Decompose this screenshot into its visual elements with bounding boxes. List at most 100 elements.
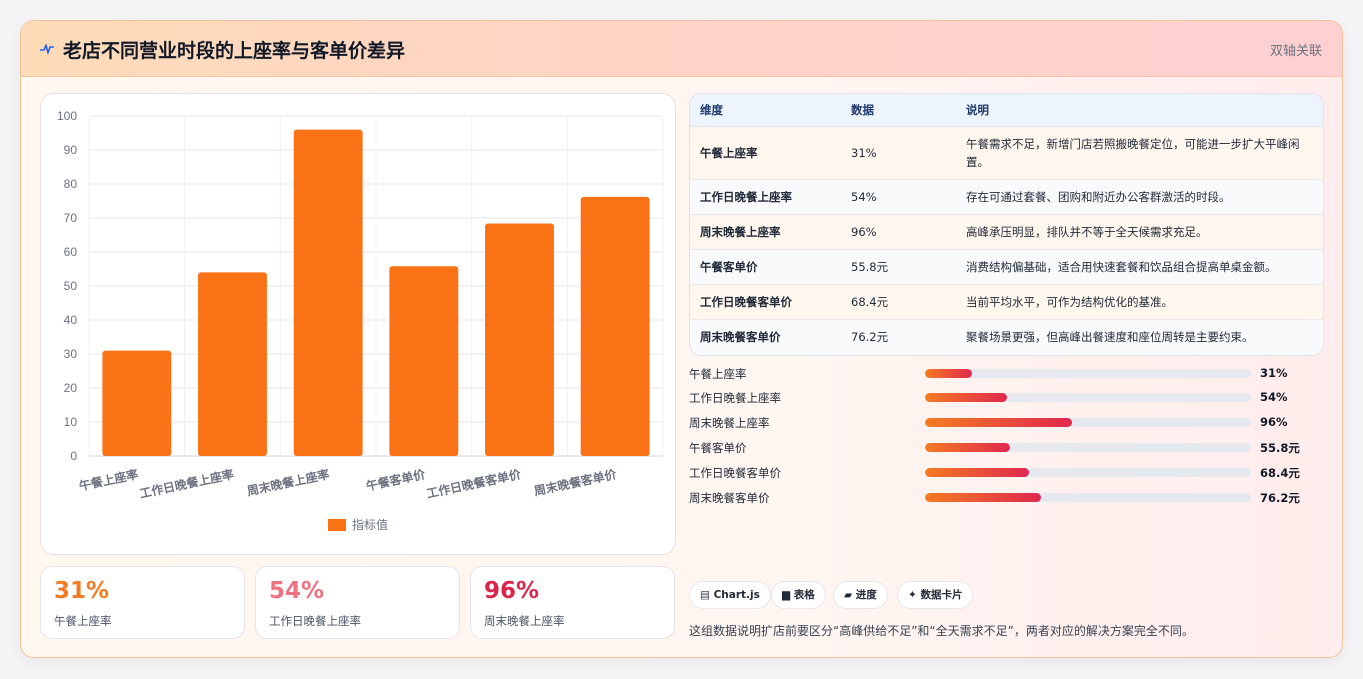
stat-value: 31% (54, 578, 110, 604)
progress-value: 76.2元 (1260, 491, 1300, 505)
cell-description: 高峰承压明显，排队并不等于全天候需求充足。 (956, 214, 1323, 250)
cell-value: 55.8元 (841, 249, 956, 285)
y-tick-label: 70 (64, 211, 78, 225)
sparkle-icon: ✦ (908, 589, 917, 601)
chart-icon: ▤ (700, 589, 710, 601)
progress-track (925, 493, 1251, 502)
cell-dimension: 工作日晚餐客单价 (690, 284, 841, 320)
table-row: 工作日晚餐上座率 54% 存在可通过套餐、团购和附近办公客群激活的时段。 (690, 179, 1323, 215)
progress-row-weekday-dinner-spend: 工作日晚餐客单价 68.4元 (689, 463, 1329, 483)
cell-value: 76.2元 (841, 319, 956, 355)
chip-data-card[interactable]: ✦ 数据卡片 (897, 581, 974, 609)
progress-value: 96% (1260, 415, 1288, 429)
stat-value: 96% (484, 578, 540, 604)
progress-track (925, 418, 1251, 427)
chip-label: 表格 (793, 589, 815, 601)
dual-axis-tag: 双轴关联 (1269, 44, 1322, 59)
x-tick-label: 周末晚餐客单价 (532, 466, 618, 498)
dashboard-card: 老店不同营业时段的上座率与客单价差异 双轴关联 0 10 20 30 40 50 60 70 8… (20, 20, 1343, 658)
y-tick-label: 30 (64, 347, 78, 361)
y-tick-label: 20 (64, 381, 78, 395)
y-tick-label: 100 (57, 109, 77, 123)
chip-progress[interactable]: ▰ 进度 (833, 581, 888, 609)
x-tick-label: 午餐上座率 (78, 466, 140, 493)
cell-description: 聚餐场景更强，但高峰出餐速度和座位周转是主要约束。 (956, 319, 1323, 355)
x-tick-label: 工作日晚餐客单价 (425, 466, 523, 501)
progress-value: 31% (1260, 366, 1288, 380)
legend-label: 指标值 (352, 517, 388, 532)
progress-track (925, 443, 1251, 452)
page-title: 老店不同营业时段的上座率与客单价差异 (63, 40, 406, 62)
stat-card-lunch-occupancy: 31% 午餐上座率 (40, 566, 245, 639)
card-header: 老店不同营业时段的上座率与客单价差异 双轴关联 (21, 21, 1342, 77)
x-tick-label: 工作日晚餐上座率 (138, 466, 235, 501)
table-row: 周末晚餐上座率 96% 高峰承压明显，排队并不等于全天候需求充足。 (690, 214, 1323, 250)
progress-track (925, 393, 1251, 402)
progress-row-weekend-dinner-occupancy: 周末晚餐上座率 96% (689, 413, 1329, 433)
bar (293, 129, 363, 456)
progress-fill (925, 443, 1011, 452)
cell-dimension: 午餐上座率 (690, 126, 841, 180)
table-icon: ▆ (782, 589, 791, 601)
cell-dimension: 午餐客单价 (690, 249, 841, 285)
stat-label: 周末晚餐上座率 (484, 614, 565, 628)
cell-description: 消费结构偏基础，适合用快速套餐和饮品组合提高单桌金额。 (956, 249, 1323, 285)
column-header-data: 数据 (841, 94, 956, 127)
progress-label: 午餐客单价 (689, 441, 747, 455)
cell-description: 当前平均水平，可作为结构优化的基准。 (956, 284, 1323, 320)
stat-card-weekend-dinner-occupancy: 96% 周末晚餐上座率 (470, 566, 675, 639)
chip-chartjs[interactable]: ▤ Chart.js (689, 581, 771, 609)
cell-value: 31% (841, 126, 956, 180)
progress-fill (925, 369, 973, 378)
progress-icon: ▰ (844, 589, 853, 601)
bar (580, 196, 650, 457)
table-row: 周末晚餐客单价 76.2元 聚餐场景更强，但高峰出餐速度和座位周转是主要约束。 (690, 319, 1323, 355)
bar-chart-panel: 0 10 20 30 40 50 60 70 80 90 100 午餐上座率 工作日晚餐上座率 周末晚餐上… (40, 93, 676, 555)
stat-label: 午餐上座率 (54, 614, 112, 628)
cell-value: 54% (841, 179, 956, 215)
y-tick-label: 50 (64, 279, 78, 293)
progress-label: 周末晚餐客单价 (689, 491, 770, 505)
chip-label: 数据卡片 (920, 589, 963, 601)
progress-label: 周末晚餐上座率 (689, 416, 770, 430)
bar (389, 266, 459, 456)
cell-dimension: 周末晚餐上座率 (690, 214, 841, 250)
progress-row-weekday-dinner-occupancy: 工作日晚餐上座率 54% (689, 388, 1329, 408)
progress-value: 55.8元 (1260, 441, 1300, 455)
progress-fill (925, 493, 1042, 502)
data-table-panel: 维度 数据 说明 午餐上座率 31% 午餐需求不足，新增门店若照搬晚餐定位，可能… (689, 93, 1324, 356)
y-tick-label: 10 (64, 415, 78, 429)
cell-description: 午餐需求不足，新增门店若照搬晚餐定位，可能进一步扩大平峰闲置。 (956, 126, 1323, 180)
y-tick-label: 60 (64, 245, 78, 259)
y-tick-label: 90 (64, 143, 78, 157)
data-table: 维度 数据 说明 午餐上座率 31% 午餐需求不足，新增门店若照搬晚餐定位，可能… (690, 94, 1323, 355)
cell-description: 存在可通过套餐、团购和附近办公客群激活的时段。 (956, 179, 1323, 215)
y-tick-label: 0 (70, 449, 77, 463)
cell-dimension: 工作日晚餐上座率 (690, 179, 841, 215)
stat-card-weekday-dinner-occupancy: 54% 工作日晚餐上座率 (255, 566, 460, 639)
column-header-dimension: 维度 (690, 94, 841, 127)
progress-fill (925, 418, 1072, 427)
table-row: 工作日晚餐客单价 68.4元 当前平均水平，可作为结构优化的基准。 (690, 284, 1323, 320)
progress-label: 午餐上座率 (689, 367, 747, 381)
chip-table[interactable]: ▆ 表格 (771, 581, 826, 609)
chip-label: 进度 (855, 589, 877, 601)
legend-swatch (328, 519, 346, 531)
x-tick-label: 午餐客单价 (365, 466, 428, 493)
stat-label: 工作日晚餐上座率 (269, 614, 361, 628)
footnote: 这组数据说明扩店前要区分“高峰供给不足”和“全天需求不足”，两者对应的解决方案完… (689, 624, 1194, 638)
pulse-icon (40, 44, 54, 54)
progress-track (925, 369, 1251, 378)
bar (485, 223, 554, 456)
table-row: 午餐客单价 55.8元 消费结构偏基础，适合用快速套餐和饮品组合提高单桌金额。 (690, 249, 1323, 285)
progress-row-lunch-occupancy: 午餐上座率 31% (689, 364, 1329, 384)
progress-value: 54% (1260, 390, 1288, 404)
table-header-row: 维度 数据 说明 (690, 94, 1323, 127)
cell-value: 68.4元 (841, 284, 956, 320)
progress-fill (925, 393, 1008, 402)
y-tick-label: 40 (64, 313, 78, 327)
x-tick-label: 周末晚餐上座率 (245, 466, 330, 498)
chip-label: Chart.js (713, 589, 760, 601)
stat-value: 54% (269, 578, 325, 604)
